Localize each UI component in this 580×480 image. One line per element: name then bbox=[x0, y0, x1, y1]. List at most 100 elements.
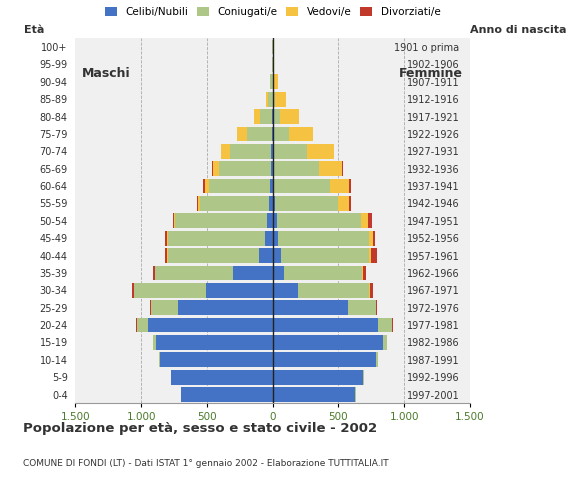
Bar bbox=[298, 283, 369, 298]
Bar bbox=[148, 318, 273, 333]
Bar bbox=[259, 248, 273, 263]
Bar bbox=[349, 196, 351, 211]
Bar bbox=[269, 196, 273, 211]
Bar bbox=[219, 161, 271, 176]
Bar bbox=[376, 352, 378, 367]
Bar bbox=[181, 387, 273, 402]
Bar bbox=[270, 179, 273, 193]
Text: Anno di nascita: Anno di nascita bbox=[470, 25, 566, 35]
Bar bbox=[209, 179, 270, 193]
Bar bbox=[272, 127, 273, 141]
Bar bbox=[273, 318, 378, 333]
Text: Maschi: Maschi bbox=[82, 67, 130, 80]
Bar bbox=[205, 179, 209, 193]
Bar bbox=[155, 335, 273, 350]
Bar bbox=[284, 265, 362, 280]
Bar bbox=[200, 196, 269, 211]
Bar bbox=[198, 196, 200, 211]
Bar bbox=[372, 231, 375, 246]
Bar bbox=[271, 161, 273, 176]
Text: Età: Età bbox=[24, 25, 45, 35]
Bar bbox=[222, 144, 230, 159]
Bar bbox=[273, 57, 274, 72]
Bar bbox=[273, 231, 278, 246]
Bar bbox=[273, 161, 318, 176]
Bar bbox=[273, 265, 284, 280]
Bar bbox=[153, 265, 155, 280]
Bar bbox=[362, 265, 363, 280]
Bar bbox=[281, 248, 368, 263]
Bar bbox=[175, 214, 267, 228]
Bar bbox=[307, 144, 333, 159]
Bar bbox=[220, 144, 222, 159]
Bar bbox=[237, 127, 247, 141]
Bar bbox=[132, 283, 133, 298]
Bar bbox=[273, 370, 363, 384]
Bar bbox=[273, 300, 347, 315]
Bar bbox=[347, 300, 376, 315]
Text: Popolazione per età, sesso e stato civile - 2002: Popolazione per età, sesso e stato civil… bbox=[23, 422, 378, 435]
Bar bbox=[368, 248, 371, 263]
Bar bbox=[160, 352, 273, 367]
Bar bbox=[277, 214, 361, 228]
Bar bbox=[363, 265, 365, 280]
Text: Femmine: Femmine bbox=[399, 67, 463, 80]
Bar bbox=[212, 161, 213, 176]
Bar bbox=[254, 109, 260, 124]
Bar bbox=[233, 265, 273, 280]
Bar bbox=[168, 248, 259, 263]
Bar bbox=[273, 214, 277, 228]
Bar bbox=[273, 387, 356, 402]
Text: COMUNE DI FONDI (LT) - Dati ISTAT 1° gennaio 2002 - Elaborazione TUTTITALIA.IT: COMUNE DI FONDI (LT) - Dati ISTAT 1° gen… bbox=[23, 458, 389, 468]
Bar bbox=[247, 127, 272, 141]
Bar bbox=[280, 109, 299, 124]
Bar bbox=[318, 161, 342, 176]
Bar bbox=[173, 214, 174, 228]
Bar bbox=[213, 161, 219, 176]
Bar bbox=[273, 352, 376, 367]
Bar bbox=[371, 248, 377, 263]
Bar bbox=[278, 231, 369, 246]
Bar bbox=[369, 231, 372, 246]
Bar bbox=[334, 144, 335, 159]
Bar bbox=[273, 179, 274, 193]
Bar bbox=[271, 144, 273, 159]
Bar bbox=[369, 283, 370, 298]
Bar bbox=[260, 109, 272, 124]
Bar bbox=[273, 283, 298, 298]
Bar bbox=[134, 283, 205, 298]
Bar bbox=[273, 127, 289, 141]
Bar bbox=[330, 179, 349, 193]
Bar bbox=[136, 318, 148, 333]
Bar bbox=[273, 248, 281, 263]
Bar bbox=[383, 335, 387, 350]
Bar bbox=[272, 57, 273, 72]
Bar bbox=[392, 318, 393, 333]
Legend: Celibi/Nubili, Coniugati/e, Vedovi/e, Divorziati/e: Celibi/Nubili, Coniugati/e, Vedovi/e, Di… bbox=[105, 7, 440, 17]
Bar bbox=[349, 179, 351, 193]
Bar bbox=[153, 335, 155, 350]
Bar bbox=[270, 74, 273, 89]
Bar bbox=[338, 196, 349, 211]
Bar bbox=[361, 214, 368, 228]
Bar bbox=[342, 161, 343, 176]
Bar bbox=[268, 92, 273, 107]
Bar bbox=[273, 109, 280, 124]
Bar bbox=[370, 283, 372, 298]
Bar bbox=[376, 300, 378, 315]
Bar bbox=[368, 214, 372, 228]
Bar bbox=[171, 370, 273, 384]
Bar bbox=[272, 109, 273, 124]
Bar bbox=[273, 144, 307, 159]
Bar bbox=[204, 179, 205, 193]
Bar bbox=[273, 74, 274, 89]
Bar bbox=[267, 214, 273, 228]
Bar bbox=[150, 300, 151, 315]
Bar bbox=[205, 283, 273, 298]
Bar bbox=[273, 335, 383, 350]
Bar bbox=[230, 144, 271, 159]
Bar bbox=[178, 300, 273, 315]
Bar bbox=[274, 179, 330, 193]
Bar bbox=[274, 196, 338, 211]
Bar bbox=[197, 196, 198, 211]
